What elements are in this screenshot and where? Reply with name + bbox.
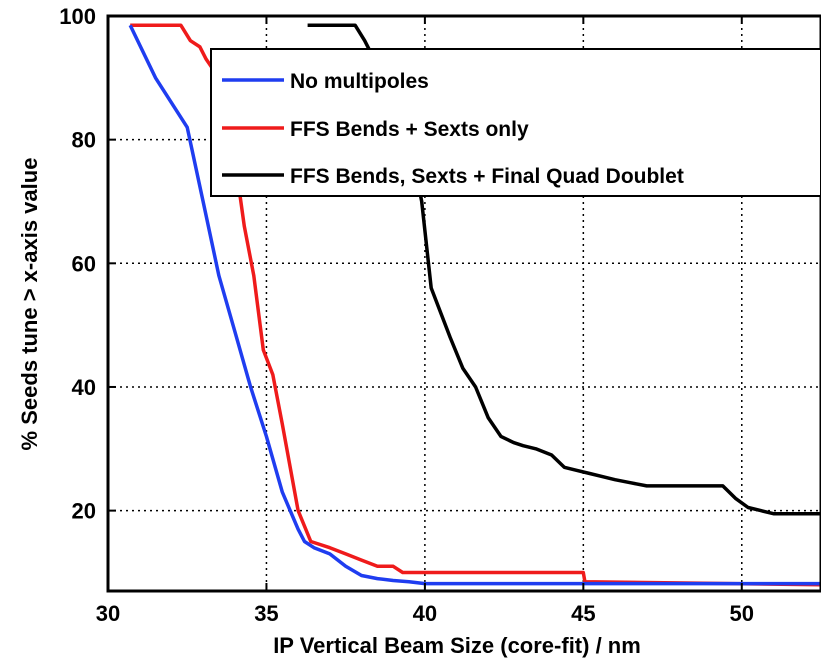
- y-tick-label: 60: [72, 251, 96, 276]
- y-tick-label: 80: [72, 128, 96, 153]
- legend-label: No multipoles: [290, 70, 429, 93]
- legend-entry-ffs-bends-sexts-fqd: FFS Bends, Sexts + Final Quad Doublet: [222, 165, 684, 188]
- legend-entry-no-multipoles: No multipoles: [222, 70, 429, 93]
- y-tick-label: 100: [59, 4, 96, 29]
- legend-entry-ffs-bends-sexts: FFS Bends + Sexts only: [222, 118, 529, 141]
- tick-marks: [107, 15, 743, 591]
- legend-label: FFS Bends, Sexts + Final Quad Doublet: [290, 165, 684, 188]
- y-tick-label: 40: [72, 375, 96, 400]
- legend-label: FFS Bends + Sexts only: [290, 118, 529, 141]
- y-tick-label: 20: [72, 499, 96, 524]
- x-tick-label: 35: [254, 601, 278, 626]
- y-axis-label: % Seeds tune > x-axis value: [17, 158, 42, 451]
- series-line-1: [130, 23, 821, 587]
- x-tick-labels: 30 35 40 45 50: [96, 601, 754, 626]
- x-tick-label: 50: [730, 601, 754, 626]
- legend-box: [210, 48, 821, 197]
- x-tick-label: 40: [413, 601, 437, 626]
- x-tick-label: 30: [96, 601, 120, 626]
- y-tick-labels: 20 40 60 80 100: [59, 4, 96, 524]
- x-tick-label: 45: [571, 601, 595, 626]
- plot-frame: [106, 14, 821, 593]
- x-axis-label: IP Vertical Beam Size (core-fit) / nm: [273, 633, 641, 658]
- series-line-0: [128, 24, 821, 586]
- legend: No multipoles FFS Bends + Sexts only FFS…: [210, 48, 821, 197]
